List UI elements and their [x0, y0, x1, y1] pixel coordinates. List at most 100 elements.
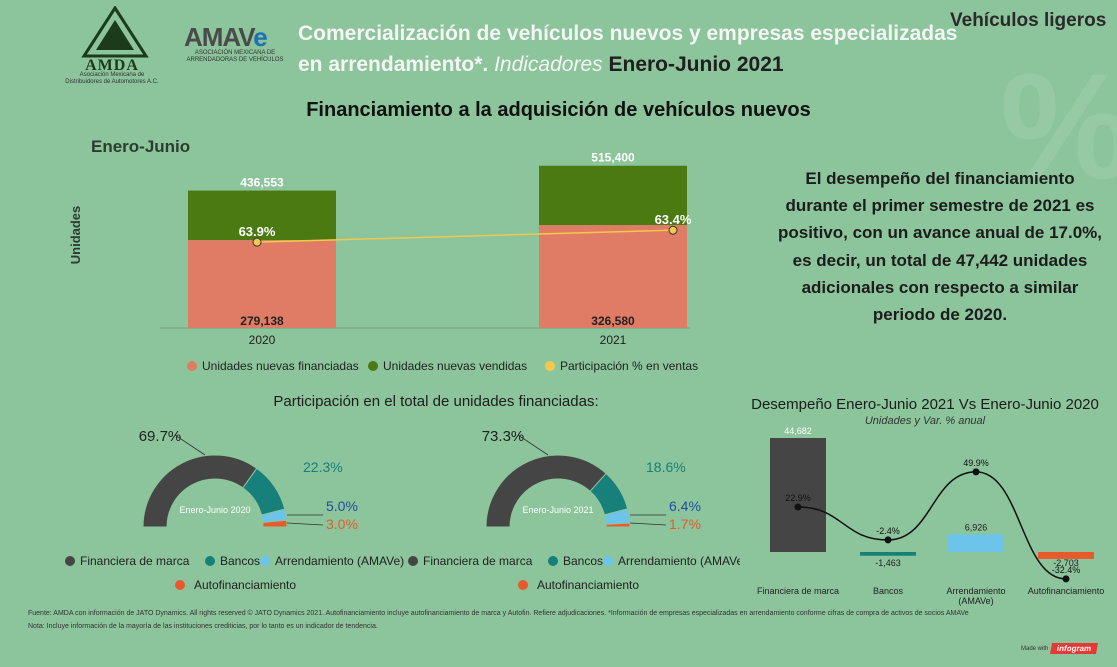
donut-0-value-0: 69.7%	[139, 428, 182, 445]
xtick-2020: 2020	[249, 333, 276, 347]
summary-text: El desempeño del financiamiento durante …	[777, 169, 1103, 325]
performance-chart-title: Desempeño Enero-Junio 2021 Vs Enero-Juni…	[751, 396, 1099, 413]
donut-0-value-2: 5.0%	[326, 498, 358, 514]
amave-subtitle-2: ARRENDADORAS DE VEHÍCULOS	[186, 57, 284, 63]
donut-legend-0-swatch-2	[260, 556, 270, 566]
label-financed-2020: 279,138	[240, 314, 284, 328]
page-title-line1: Comercialización de vehículos nuevos y e…	[298, 22, 958, 45]
bar-financed-2021	[539, 225, 687, 328]
performance-chart: 44,682 Financiera de marca -1,463 Bancos 6,9…	[757, 426, 1105, 606]
donut-legend-0-swatch-0	[65, 556, 75, 566]
title-part-c: Enero-Junio 2021	[608, 53, 784, 76]
perf-pct-label-2: 49.9%	[963, 458, 989, 468]
participation-point-2020	[252, 237, 262, 247]
perf-xtick-2-0: Arrendamiento	[946, 586, 1005, 596]
donut-1-slice-3	[605, 522, 631, 528]
amda-logo-icon	[81, 6, 149, 58]
donut-1-slice-0	[485, 454, 607, 528]
amda-subtitle-1: Asociación Mexicana de	[79, 72, 145, 78]
donut-legend-0-swatch-3	[175, 580, 185, 590]
performance-chart-subtitle: Unidades y Var. % anual	[864, 415, 986, 427]
participation-line	[256, 229, 674, 243]
perf-xtick-0-0: Financiera de marca	[757, 586, 839, 596]
bar-chart-title: Enero-Junio	[91, 137, 191, 156]
perf-xtick-3-0: Autofinanciamiento	[1028, 586, 1105, 596]
perf-pct-point-2	[972, 468, 980, 476]
amave-logo: AMAVe	[184, 22, 268, 53]
amave-logo-e: e	[253, 22, 268, 52]
footer-source: Fuente: AMDA con información de JATO Dyn…	[28, 610, 969, 617]
bar-sold-2021	[539, 165, 687, 226]
donut-1-value-3: 1.7%	[669, 516, 701, 532]
participation-label-2021: 63.4%	[655, 212, 692, 227]
donut-legend-1-swatch-1	[548, 556, 558, 566]
perf-bar-3	[1038, 552, 1094, 559]
donut-legend-1-swatch-3	[518, 580, 528, 590]
title-part-b: Indicadores	[494, 53, 603, 76]
infogram-badge[interactable]: infogram	[1050, 643, 1099, 654]
perf-bar-2	[948, 534, 1004, 552]
donut-legend-1-swatch-0	[408, 556, 418, 566]
xtick-2021: 2021	[600, 333, 627, 347]
perf-bar-label-0: 44,682	[784, 426, 812, 436]
page-title: Comercialización de vehículos nuevos y e…	[298, 18, 958, 80]
donut-legend-1-label-2: Arrendamiento (AMAVe)	[618, 554, 740, 568]
made-with-label: Made with	[1021, 646, 1049, 652]
perf-pct-label-3: -32.4%	[1052, 565, 1081, 575]
donut-1-value-0: 73.3%	[482, 428, 525, 445]
participation-label-2020: 63.9%	[239, 224, 276, 239]
donut-1-value-1: 18.6%	[646, 459, 686, 475]
label-sold-2021: 515,400	[591, 151, 635, 165]
legend-label-2: Participación % en ventas	[560, 359, 698, 373]
donut-1-leader-3	[629, 522, 667, 526]
donut-legend-1-swatch-2	[603, 556, 613, 566]
perf-pct-label-1: -2.4%	[876, 526, 900, 536]
donut-legend-1-label-3: Autofinanciamiento	[537, 578, 639, 592]
perf-pct-line	[797, 471, 1067, 580]
legend-swatch-2	[545, 361, 555, 371]
donut-1-value-2: 6.4%	[669, 498, 701, 514]
perf-xtick-1-0: Bancos	[873, 586, 904, 596]
amave-logo-text: AMAV	[184, 22, 254, 52]
legend-label-1: Unidades nuevas vendidas	[383, 359, 527, 373]
participation-donut-charts: Enero-Junio 2020 69.7% 22.3% 5.0% 3.0% Enero-…	[65, 428, 740, 592]
pie-section-title: Participación en el total de unidades fi…	[273, 393, 599, 410]
category-label: Vehículos ligeros	[950, 10, 1107, 31]
donut-legend-0-swatch-1	[205, 556, 215, 566]
perf-bar-0	[770, 438, 826, 552]
perf-bar-label-2: 6,926	[965, 522, 988, 532]
financing-bar-chart: Unidades 436,553 279,138 2020 515,400 326,580…	[68, 151, 698, 373]
donut-legend-0-label-0: Financiera de marca	[80, 554, 190, 568]
participation-point-2021	[668, 225, 678, 235]
perf-bar-1	[860, 552, 916, 556]
legend-swatch-1	[368, 361, 378, 371]
perf-pct-point-0	[794, 503, 802, 511]
donut-legend-0-label-3: Autofinanciamiento	[194, 578, 296, 592]
perf-pct-point-3	[1062, 575, 1070, 583]
donut-legend-1-label-1: Bancos	[563, 554, 603, 568]
amave-subtitle-1: ASOCIACIÓN MEXICANA DE	[194, 50, 276, 56]
bar-chart-ylabel: Unidades	[68, 206, 83, 265]
donut-legend-1-label-0: Financiera de marca	[423, 554, 533, 568]
bar-financed-2020	[188, 240, 336, 328]
page-title-line2: en arrendamiento*. Indicadores Enero-Jun…	[298, 49, 958, 80]
footer-note: Nota: Incluye información de la mayoría …	[28, 623, 378, 630]
perf-bar-label-1: -1,463	[875, 558, 901, 568]
donut-0-leader-0	[174, 434, 206, 456]
legend-swatch-0	[187, 361, 197, 371]
title-part-a: en arrendamiento*.	[298, 53, 489, 76]
bar-sold-2020	[188, 190, 336, 241]
perf-xtick-2-1: (AMAVe)	[958, 596, 993, 606]
donut-0-center-label: Enero-Junio 2020	[179, 505, 250, 515]
background-percent-icon: %	[1000, 40, 1117, 213]
perf-bar-label-3: -2,703	[1053, 558, 1079, 568]
donut-0-value-3: 3.0%	[326, 516, 358, 532]
donut-0-slice-0	[142, 454, 258, 528]
section-title: Financiamiento a la adquisición de vehíc…	[306, 99, 811, 121]
donut-1-leader-0	[517, 434, 549, 456]
perf-pct-label-0: 22.9%	[785, 493, 811, 503]
donut-legend-0-label-1: Bancos	[220, 554, 260, 568]
donut-0-slice-3	[262, 519, 288, 528]
donut-0-leader-3	[286, 522, 324, 526]
amda-logo-text: AMDA	[85, 57, 139, 74]
